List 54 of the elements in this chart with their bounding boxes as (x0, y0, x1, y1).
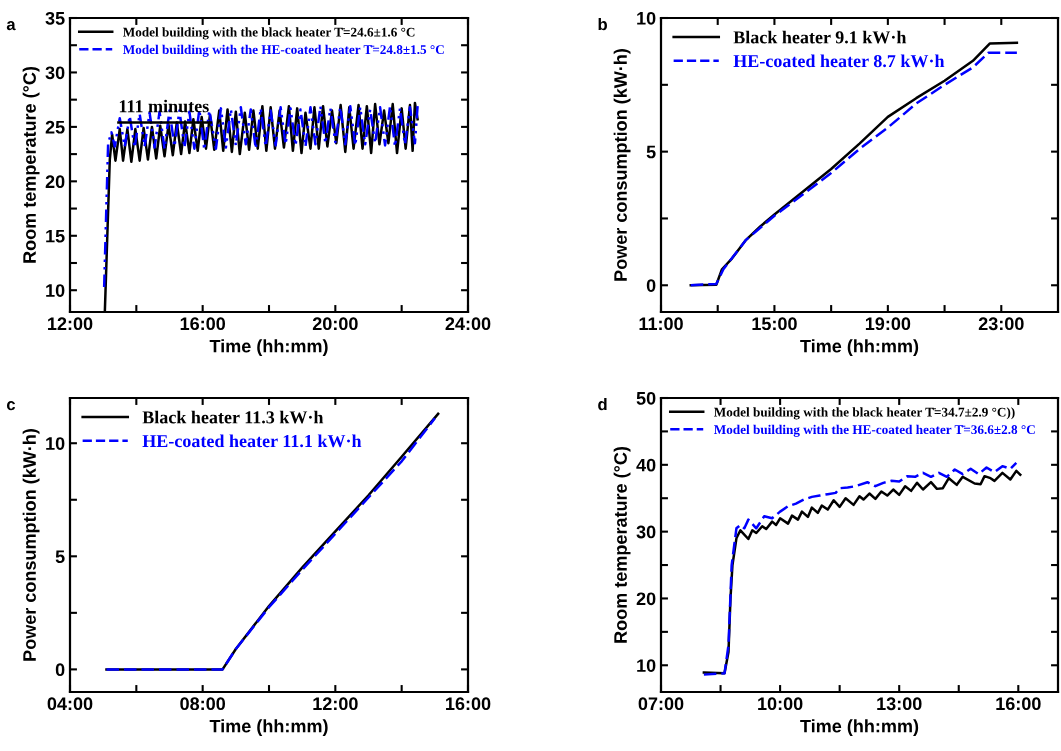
x-axis-title: Time (hh:mm) (209, 719, 328, 737)
y-tick-label: 50 (636, 391, 656, 405)
y-tick-label: 10 (46, 437, 65, 450)
x-tick-label: 12:00 (48, 317, 93, 331)
legend-label: Model building with the black heater T̄=24.6±1.6 °C (123, 27, 415, 40)
y-tick-label: 0 (55, 663, 65, 677)
legend-label: HE-coated heater 11.1 kW·h (142, 434, 362, 448)
text: a (6, 21, 16, 31)
x-axis-title: Time (hh:mm) (800, 339, 919, 357)
y-tick-label: 20 (636, 592, 656, 606)
x-tick-label: 12:00 (313, 697, 358, 711)
x-tick-label: 15:00 (752, 317, 797, 331)
y-tick-label: 0 (646, 279, 656, 292)
y-tick-label: 5 (646, 145, 656, 159)
x-tick-label: 23:00 (978, 317, 1024, 331)
y-tick-label: 5 (55, 550, 65, 564)
x-tick-label: 07:00 (638, 697, 684, 711)
legend-label: Black heater 9.1 kW·h (733, 30, 907, 44)
legend-label: Model building with the black heater T̄=34.7±2.9 °C)) (714, 407, 1015, 420)
y-tick-label: 35 (45, 11, 65, 25)
y-axis-title: Room temperature (°C) (613, 446, 631, 643)
text: c (6, 401, 16, 411)
y-axis-title: Room temperature (°C) (22, 66, 40, 263)
x-tick-label: 20:00 (312, 317, 358, 331)
x-tick-label: 10:00 (758, 697, 803, 711)
legend-label: Model building with the HE-coated heater T̄=36.6±2.8 °C (714, 424, 1035, 437)
x-tick-label: 08:00 (180, 697, 226, 711)
x-axis-title: Time (hh:mm) (209, 339, 328, 357)
text: d (598, 398, 607, 411)
y-tick-label: 25 (45, 120, 65, 134)
y-tick-label: 15 (46, 229, 65, 243)
y-axis-title: Power consumption (kW·h) (22, 429, 40, 661)
x-tick-label: 19:00 (865, 317, 911, 331)
y-tick-label: 10 (637, 659, 656, 672)
x-tick-label: 11:00 (639, 317, 683, 331)
y-axis-title: Power consumption (kW·h) (613, 49, 631, 281)
x-tick-label: 24:00 (445, 317, 491, 331)
y-tick-label: 10 (46, 284, 65, 297)
text: b (598, 18, 607, 31)
x-tick-label: 16:00 (180, 317, 226, 331)
x-tick-label: 16:00 (996, 697, 1041, 711)
annotation: 111 minutes (119, 99, 209, 113)
y-tick-label: 40 (636, 458, 656, 472)
y-tick-label: 30 (636, 525, 656, 539)
x-tick-label: 16:00 (446, 697, 491, 711)
legend-label: Black heater 11.3 kW·h (142, 410, 324, 424)
legend-label: Model building with the HE-coated heater T̄=24.8±1.5 °C (123, 44, 444, 57)
x-tick-label: 04:00 (47, 697, 93, 711)
x-axis-title: Time (hh:mm) (800, 719, 919, 737)
y-tick-label: 20 (45, 175, 65, 189)
legend-label: HE-coated heater 8.7 kW·h (733, 54, 945, 68)
x-tick-label: 13:00 (877, 697, 922, 711)
y-tick-label: 10 (637, 11, 656, 25)
y-tick-label: 30 (45, 66, 65, 80)
